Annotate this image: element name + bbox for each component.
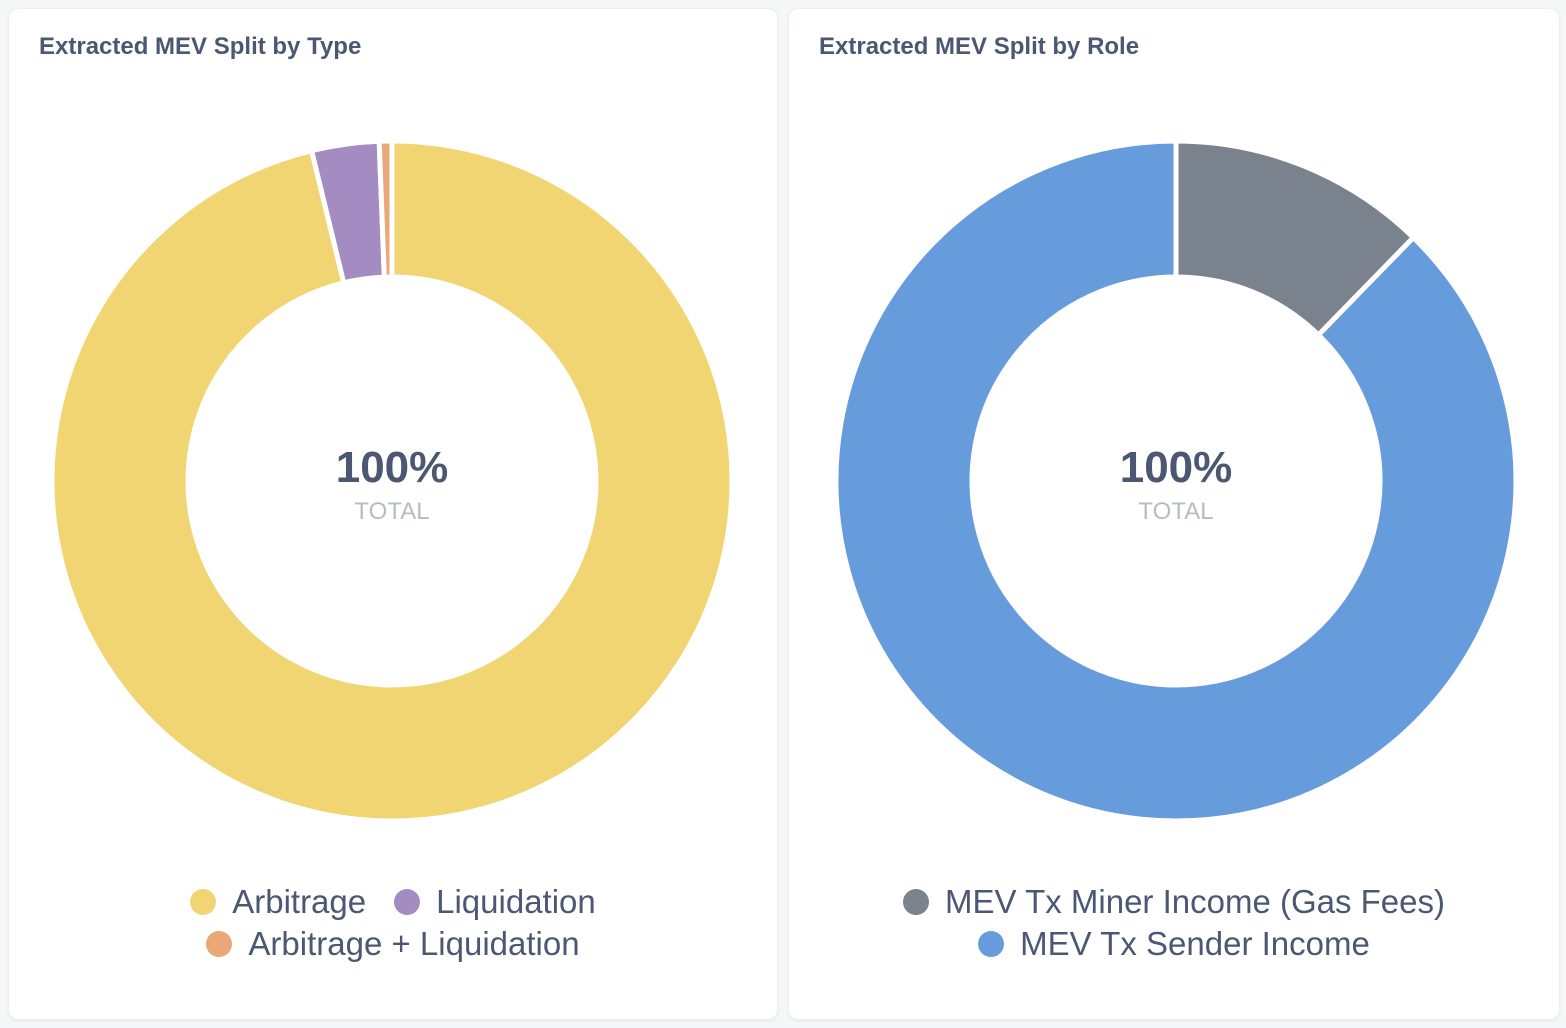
legend-label: MEV Tx Sender Income — [1020, 925, 1370, 962]
center-total-label: TOTAL — [1138, 498, 1213, 525]
legend: Arbitrage Liquidation Arbitrage + Liquid… — [9, 881, 777, 965]
donut-slice-arbitrage-liquidation[interactable] — [376, 138, 395, 280]
legend-item-liquidation[interactable]: Liquidation — [394, 883, 596, 921]
chart-title: Extracted MEV Split by Role — [819, 33, 1140, 60]
legend-label: MEV Tx Miner Income (Gas Fees) — [944, 883, 1445, 920]
legend-item-arbitrage-liquidation[interactable]: Arbitrage + Liquidation — [206, 925, 580, 963]
chart-card-role: Extracted MEV Split by Role 100% TOTAL M… — [788, 8, 1560, 1020]
legend-swatch — [190, 889, 217, 915]
donut-chart-type: 100% TOTAL — [49, 138, 735, 824]
legend-row: MEV Tx Sender Income — [789, 923, 1559, 965]
legend-label: Liquidation — [436, 883, 596, 920]
legend-item-miner-income[interactable]: MEV Tx Miner Income (Gas Fees) — [902, 883, 1445, 921]
donut-slices — [833, 138, 1519, 824]
legend-row: Arbitrage Liquidation — [9, 881, 777, 923]
legend-swatch — [206, 931, 233, 957]
legend-swatch — [394, 889, 421, 915]
legend-label: Arbitrage + Liquidation — [248, 925, 580, 962]
center-total-value: 100% — [336, 443, 449, 492]
legend-row: Arbitrage + Liquidation — [9, 923, 777, 965]
legend: MEV Tx Miner Income (Gas Fees) MEV Tx Se… — [789, 881, 1559, 965]
donut-slice-arbitrage[interactable] — [49, 138, 735, 824]
legend-item-arbitrage[interactable]: Arbitrage — [190, 883, 366, 921]
legend-item-sender-income[interactable]: MEV Tx Sender Income — [978, 925, 1370, 963]
chart-card-type: Extracted MEV Split by Type 100% TOTAL A… — [8, 8, 778, 1020]
legend-label: Arbitrage — [232, 883, 367, 920]
center-total-value: 100% — [1120, 443, 1233, 492]
chart-title: Extracted MEV Split by Type — [39, 33, 362, 60]
legend-row: MEV Tx Miner Income (Gas Fees) — [789, 881, 1559, 923]
donut-slice-mev-tx-sender-income[interactable] — [833, 138, 1519, 824]
donut-slices — [49, 138, 735, 824]
legend-swatch — [978, 931, 1005, 957]
legend-swatch — [902, 889, 929, 915]
donut-chart-role: 100% TOTAL — [833, 138, 1519, 824]
center-total-label: TOTAL — [354, 498, 429, 525]
